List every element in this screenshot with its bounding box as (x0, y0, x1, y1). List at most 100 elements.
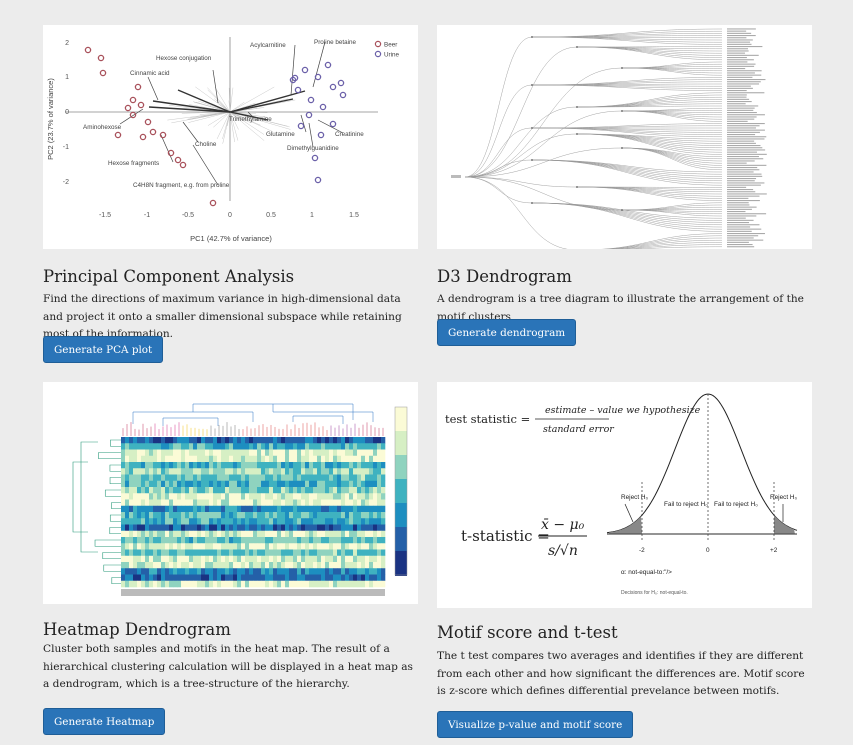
visualize-pvalue-button[interactable]: Visualize p-value and motif score (437, 711, 634, 738)
beer-point (179, 161, 187, 169)
beer-point (159, 131, 167, 139)
pca-label: Hexose fragments (108, 160, 159, 167)
urine-point (317, 131, 325, 139)
beer-point (114, 131, 122, 139)
urine-point (314, 73, 322, 81)
pca-y-tick: -2 (63, 179, 69, 186)
pca-label: Trimethylamine (229, 116, 272, 123)
svg-text:s/√n: s/√n (548, 543, 578, 559)
dendro-node (531, 84, 533, 86)
urine-point (329, 120, 337, 128)
urine-point (329, 83, 337, 91)
beer-point (129, 111, 137, 119)
ttest-figure: test statistic = estimate – value we hyp… (445, 393, 798, 596)
beer-point (84, 46, 92, 54)
reject-left-label: Reject H₀ (621, 494, 649, 501)
pca-y-tick: 1 (65, 74, 69, 81)
formula-denominator: standard error (543, 424, 615, 435)
dendro-node (531, 202, 533, 204)
beer-point (209, 199, 217, 207)
beer-point (174, 156, 182, 164)
beer-point (97, 54, 105, 62)
dendro-node (621, 67, 623, 69)
dendrogram-image (437, 25, 812, 249)
pca-label: Creatinine (335, 131, 364, 138)
legend-urine: Urine (384, 52, 400, 59)
pca-x-tick: 1 (310, 212, 314, 219)
urine-point (294, 86, 302, 94)
tick-zero: 0 (706, 547, 710, 554)
dendro-node (621, 110, 623, 112)
pca-legend: Beer Urine (374, 40, 400, 59)
urine-point (297, 122, 305, 130)
tick-pos: +2 (770, 547, 778, 554)
urine-point (314, 176, 322, 184)
dendro-node (621, 147, 623, 149)
pca-x-tick: -1.5 (99, 212, 111, 219)
generate-dendrogram-button[interactable]: Generate dendrogram (437, 319, 577, 346)
urine-point (319, 103, 327, 111)
beer-point (144, 118, 152, 126)
urine-point (291, 74, 299, 82)
tstat-label: t-statistic = (461, 527, 550, 545)
pca-title: Principal Component Analysis (43, 267, 295, 286)
pca-x-tick: -1 (144, 212, 150, 219)
pca-label: Acylcarnitine (250, 42, 286, 49)
beer-point (149, 128, 157, 136)
pca-x-tick: 0.5 (266, 212, 276, 219)
urine-point (307, 96, 315, 104)
decision-note: Decisions for H₀: not-equal-to. (621, 590, 688, 596)
beer-point (129, 96, 137, 104)
fail-right-label: Fail to reject H₀ (714, 501, 758, 508)
urine-point (311, 154, 319, 162)
pca-plot-image: -1.5 -1 -0.5 0 0.5 1 1.5 2 1 0 -1 -2 PC1 (42.7% of… (43, 25, 418, 249)
urine-point (324, 61, 332, 69)
generate-heatmap-button[interactable]: Generate Heatmap (43, 708, 166, 735)
beer-point (137, 101, 145, 109)
heatmap-dendrogram-figure (72, 403, 408, 596)
pca-biplot: -1.5 -1 -0.5 0 0.5 1 1.5 2 1 0 -1 -2 PC1 (42.7% of… (46, 37, 400, 243)
alpha-note: α: not-equal-to:"/> (621, 569, 672, 576)
formula-lhs: test statistic = (445, 412, 530, 426)
heatmap-description: Cluster both samples and motifs in the h… (43, 643, 413, 690)
tick-neg: -2 (639, 547, 645, 554)
pca-y-tick: 2 (65, 40, 69, 47)
urine-point (301, 66, 309, 74)
svg-text:x̄ − μ₀: x̄ − μ₀ (541, 517, 585, 533)
dendro-node (576, 106, 578, 108)
beer-point (167, 149, 175, 157)
pca-y-axis-label: PC2 (23.7% of variance) (46, 78, 55, 160)
urine-point (339, 91, 347, 99)
motif-title: Motif score and t-test (437, 623, 618, 642)
pca-x-tick: 1.5 (349, 212, 359, 219)
heatmap-image (43, 382, 418, 604)
pca-x-tick: -0.5 (182, 212, 194, 219)
dendro-node (531, 36, 533, 38)
beer-point (134, 83, 142, 91)
generate-pca-button[interactable]: Generate PCA plot (43, 336, 164, 363)
pca-y-tick: -1 (63, 144, 69, 151)
pca-description: Find the directions of maximum variance … (43, 293, 402, 340)
ttest-image: test statistic = estimate – value we hyp… (437, 382, 812, 608)
dendro-node (621, 209, 623, 211)
pca-x-axis-label: PC1 (42.7% of variance) (190, 234, 272, 243)
fail-left-label: Fail to reject H₀ (664, 501, 708, 508)
legend-beer: Beer (384, 42, 397, 49)
pca-label: Cinnamic acid (130, 70, 170, 77)
beer-point (139, 133, 147, 141)
pca-label: Hexose conjugation (156, 55, 212, 62)
dendro-node (576, 133, 578, 135)
pca-y-tick: 0 (65, 109, 69, 116)
heatmap-title: Heatmap Dendrogram (43, 620, 231, 639)
dendro-node (576, 46, 578, 48)
pca-label: Choline (195, 141, 217, 148)
reject-right-label: Reject H₀ (770, 494, 798, 501)
beer-point (124, 104, 132, 112)
formula-numerator: estimate – value we hypothesize (545, 405, 701, 416)
pca-label: Dimethylguanidine (287, 145, 339, 152)
dendrogram-title: D3 Dendrogram (437, 267, 572, 286)
urine-point (337, 79, 345, 87)
urine-point (305, 111, 313, 119)
pca-label: Proline betaine (314, 39, 357, 46)
pca-label: Aminohexose (83, 124, 122, 131)
